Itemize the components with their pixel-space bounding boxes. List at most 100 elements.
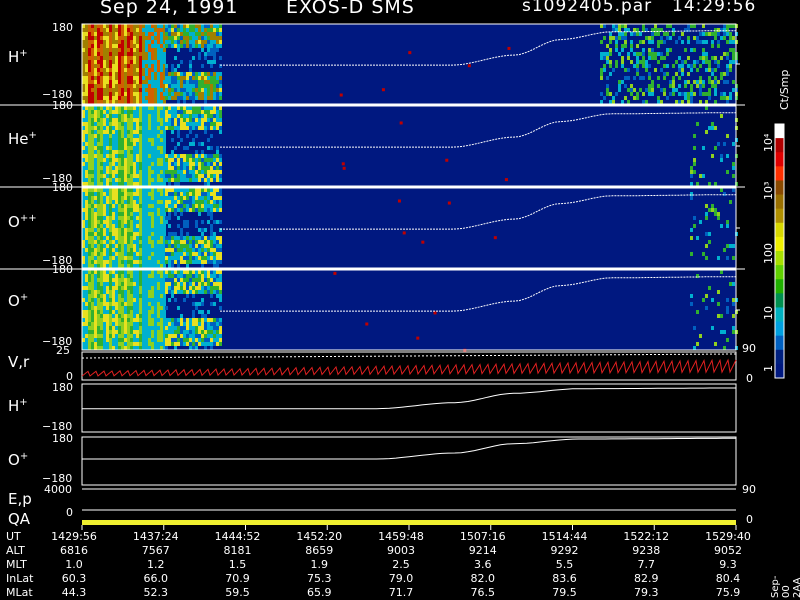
spectrogram-cell bbox=[165, 68, 168, 72]
spectrogram-cell bbox=[109, 188, 112, 192]
spectrogram-cell bbox=[177, 32, 180, 36]
spectrogram-cell bbox=[94, 260, 97, 264]
spectrogram-cell bbox=[109, 236, 112, 240]
spectrogram-cell bbox=[168, 334, 171, 338]
spectrogram-cell bbox=[207, 278, 210, 282]
spectrogram-cell bbox=[85, 330, 88, 334]
spectrogram-cell bbox=[127, 278, 130, 282]
spectrogram-cell bbox=[157, 56, 160, 60]
spectrogram-cell bbox=[124, 270, 127, 274]
spectrogram-cell bbox=[121, 330, 124, 334]
spectrogram-cell bbox=[127, 84, 130, 88]
spectrogram-cell bbox=[183, 36, 186, 40]
spectrogram-cell bbox=[121, 208, 124, 212]
spectrogram-cell bbox=[210, 216, 213, 220]
spectrogram-cell bbox=[201, 96, 204, 100]
spectrogram-cell bbox=[133, 80, 136, 84]
spectrogram-cell bbox=[636, 60, 639, 64]
spectrogram-cell bbox=[163, 84, 166, 88]
spectrogram-cell bbox=[154, 24, 157, 28]
spectrogram-cell bbox=[171, 158, 174, 162]
spectrogram-cell bbox=[669, 36, 672, 40]
spectrogram-cell bbox=[219, 228, 222, 232]
spectrogram-cell bbox=[163, 282, 166, 286]
spectrogram-cell bbox=[180, 60, 183, 64]
spectrogram-cell bbox=[168, 76, 171, 80]
spectrogram-cell bbox=[115, 318, 118, 322]
spectrogram-cell bbox=[118, 138, 121, 142]
spectrogram-cell bbox=[106, 192, 109, 196]
spectrogram-cell bbox=[180, 322, 183, 326]
spectrogram-cell bbox=[699, 40, 702, 44]
spectrogram-cell bbox=[130, 290, 133, 294]
spectrogram-cell bbox=[219, 56, 222, 60]
spectrogram-cell bbox=[91, 302, 94, 306]
spectrogram-cell bbox=[94, 200, 97, 204]
spectrogram-cell bbox=[219, 178, 222, 182]
spectrogram-cell bbox=[702, 174, 705, 178]
spectrogram-cell bbox=[106, 298, 109, 302]
spectrogram-cell bbox=[145, 100, 148, 104]
spectrogram-cell bbox=[177, 72, 180, 76]
spectrogram-cell bbox=[115, 24, 118, 28]
spectrogram-cell bbox=[88, 48, 91, 52]
spectrogram-cell bbox=[171, 342, 174, 346]
spectrogram-cell bbox=[139, 228, 142, 232]
spectrogram-cell bbox=[88, 334, 91, 338]
spectrogram-cell bbox=[663, 40, 666, 44]
spectrogram-cell bbox=[106, 44, 109, 48]
spectrogram-cell bbox=[663, 76, 666, 80]
spectrogram-cell bbox=[189, 126, 192, 130]
spectrogram-cell bbox=[142, 134, 145, 138]
spectrogram-cell bbox=[97, 240, 100, 244]
spectrogram-cell bbox=[127, 264, 130, 268]
spectrogram-cell bbox=[124, 110, 127, 114]
spectrogram-cell bbox=[723, 72, 726, 76]
spectrogram-cell bbox=[103, 178, 106, 182]
spectrogram-cell bbox=[97, 290, 100, 294]
spectrogram-cell bbox=[121, 72, 124, 76]
spectrogram-cell bbox=[621, 24, 624, 28]
spectrogram-cell bbox=[100, 96, 103, 100]
spectrogram-cell bbox=[154, 318, 157, 322]
spectrogram-cell bbox=[210, 110, 213, 114]
spectrogram-cell bbox=[154, 60, 157, 64]
spectrogram-cell bbox=[103, 36, 106, 40]
spectrogram-cell bbox=[136, 310, 139, 314]
spectrogram-cell bbox=[183, 100, 186, 104]
spectrogram-cell bbox=[82, 220, 85, 224]
spectrogram-cell bbox=[133, 330, 136, 334]
spectrogram-cell bbox=[204, 248, 207, 252]
spectrogram-cell bbox=[177, 322, 180, 326]
spectrogram-cell bbox=[115, 130, 118, 134]
spectrogram-cell bbox=[207, 338, 210, 342]
spectrogram-cell bbox=[201, 208, 204, 212]
spectrogram-cell bbox=[177, 270, 180, 274]
spectrogram-cell bbox=[121, 318, 124, 322]
spectrogram-cell bbox=[198, 204, 201, 208]
spectrogram-cell bbox=[219, 110, 222, 114]
spectrogram-cell bbox=[100, 318, 103, 322]
spectrogram-cell bbox=[660, 36, 663, 40]
spectrogram-cell bbox=[139, 318, 142, 322]
spectrogram-cell bbox=[157, 150, 160, 154]
spectrogram-cell bbox=[103, 346, 106, 350]
spectrogram-cell bbox=[192, 318, 195, 322]
spectrogram-cell bbox=[145, 150, 148, 154]
spectrogram-cell bbox=[204, 40, 207, 44]
spectrogram-cell bbox=[118, 40, 121, 44]
spectrogram-cell bbox=[732, 166, 735, 170]
spectrogram-cell bbox=[97, 134, 100, 138]
spectrogram-cell bbox=[109, 240, 112, 244]
spectrogram-cell bbox=[97, 72, 100, 76]
spectrogram-cell bbox=[693, 80, 696, 84]
spectrogram-cell bbox=[85, 68, 88, 72]
panel-label-vr: V,r bbox=[8, 353, 30, 371]
spectrogram-cell bbox=[210, 338, 213, 342]
colorbar-tick-100: 100 bbox=[762, 243, 775, 264]
spectrogram-cell bbox=[88, 118, 91, 122]
table-cell: 79.5 bbox=[552, 586, 577, 599]
spectrogram-cell bbox=[195, 346, 198, 350]
spectrogram-cell bbox=[100, 150, 103, 154]
spectrogram-cell bbox=[106, 248, 109, 252]
